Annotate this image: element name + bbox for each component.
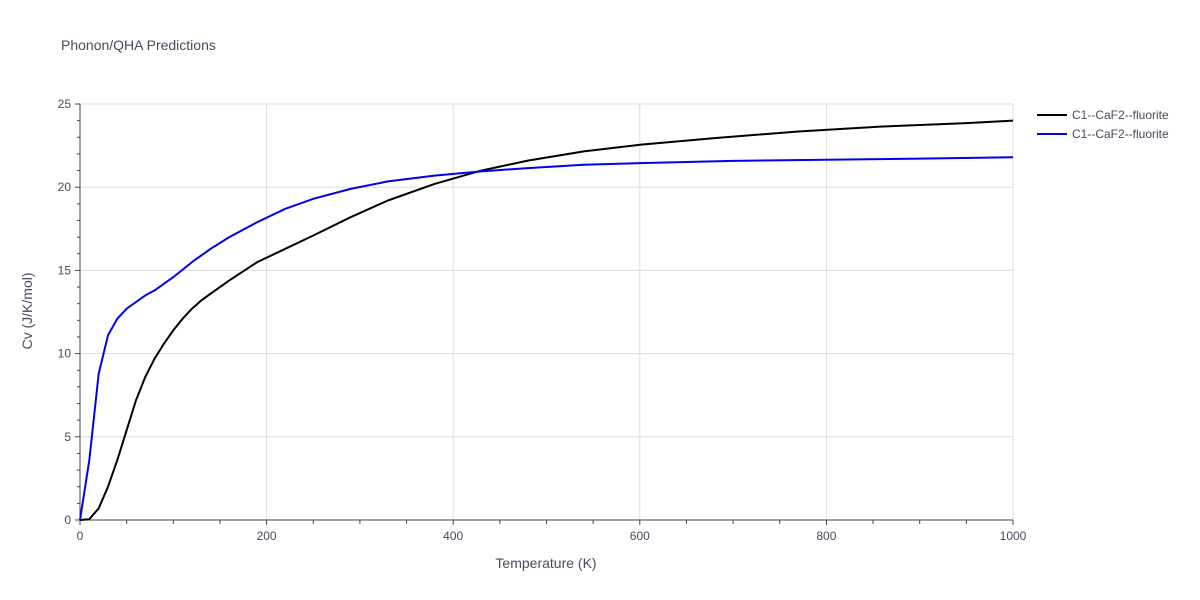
- x-tick-label: 600: [630, 529, 650, 543]
- series-line-1: [79, 119, 1014, 521]
- plot-area: [79, 119, 1014, 521]
- y-tick-label: 5: [64, 430, 71, 444]
- y-tick-label: 15: [58, 263, 72, 277]
- x-tick-label: 800: [816, 529, 836, 543]
- axes: 0 200 400 600 800 1000 0 5 10 15 20 25: [58, 97, 1027, 543]
- legend-label-2: C1--CaF2--fluorite: [1072, 127, 1169, 141]
- y-tick-label: 10: [58, 347, 72, 361]
- y-tick-label: 0: [64, 513, 71, 527]
- x-tick-label: 200: [257, 529, 277, 543]
- legend: C1--CaF2--fluorite C1--CaF2--fluorite: [1037, 108, 1169, 141]
- y-tick-label: 25: [58, 97, 72, 111]
- x-tick-label: 1000: [1000, 529, 1027, 543]
- x-tick-label: 400: [443, 529, 463, 543]
- series-line-2: [79, 156, 1014, 521]
- y-tick-label: 20: [58, 180, 72, 194]
- grid: [80, 103, 1014, 520]
- x-axis-label: Temperature (K): [495, 555, 596, 571]
- legend-label-1: C1--CaF2--fluorite: [1072, 108, 1169, 122]
- chart-title: Phonon/QHA Predictions: [61, 37, 216, 53]
- x-tick-label: 0: [77, 529, 84, 543]
- y-axis-label: Cv (J/K/mol): [19, 273, 35, 350]
